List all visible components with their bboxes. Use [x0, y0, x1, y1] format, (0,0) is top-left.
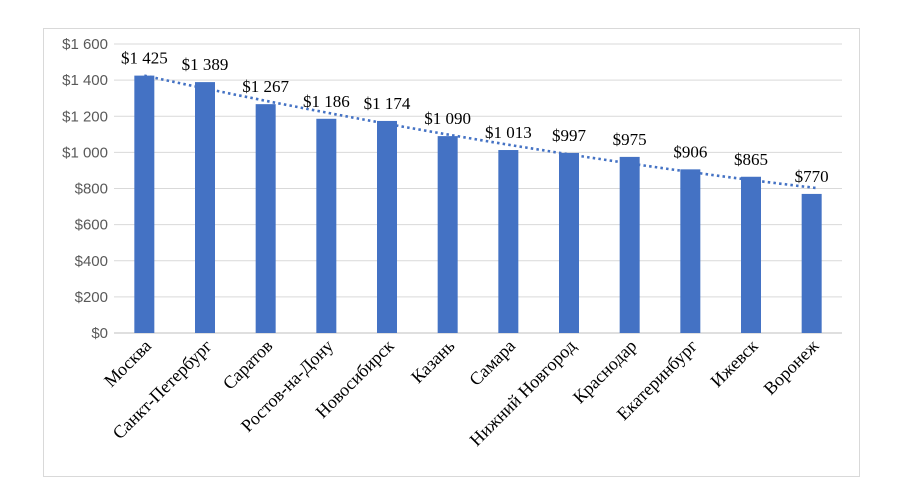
- bar: [559, 152, 579, 333]
- data-label: $1 090: [424, 109, 471, 128]
- category-label: Саратов: [219, 336, 277, 394]
- y-tick-label: $400: [75, 253, 108, 270]
- trendline-dotted: [144, 74, 818, 190]
- bar: [377, 120, 397, 333]
- bar: [195, 82, 215, 333]
- bar: [134, 75, 155, 333]
- bar: [255, 104, 276, 333]
- y-tick-label: $1 600: [62, 36, 108, 53]
- category-label: Воронеж: [760, 335, 823, 398]
- bar: [316, 118, 337, 333]
- data-label: $975: [613, 130, 647, 149]
- data-label: $770: [795, 167, 829, 186]
- bar: [741, 176, 761, 333]
- y-tick-label: $800: [75, 181, 108, 198]
- y-tick-label: $1 000: [62, 144, 108, 161]
- data-label: $1 174: [364, 94, 411, 113]
- bar: [498, 150, 519, 333]
- category-label: Самара: [465, 336, 519, 390]
- data-label: $1 425: [121, 49, 168, 68]
- bar: [437, 136, 458, 333]
- bar: [801, 193, 822, 333]
- chart-frame: $1 600 $1 400 $1 200 $1 000 $800 $600 $400 $200…: [43, 28, 860, 477]
- data-label: $1 389: [182, 55, 229, 74]
- category-label: Нижний Новгород: [466, 336, 580, 450]
- y-tick-label: $1 400: [62, 72, 108, 89]
- y-tick-label: $200: [75, 289, 108, 306]
- y-tick-label: $0: [91, 325, 108, 342]
- category-label: Ижевск: [706, 336, 762, 392]
- y-tick-label: $1 200: [62, 108, 108, 125]
- data-label: $997: [552, 126, 587, 145]
- data-label: $1 267: [242, 77, 289, 96]
- y-tick-label: $600: [75, 217, 108, 234]
- data-label: $906: [673, 142, 707, 161]
- data-label: $1 013: [485, 123, 532, 142]
- bar: [680, 169, 701, 333]
- category-label: Москва: [100, 336, 155, 391]
- data-label: $1 186: [303, 92, 350, 111]
- category-label: Казань: [407, 336, 458, 387]
- bar: [619, 156, 640, 333]
- data-label: $865: [734, 150, 768, 169]
- chart-svg: $1 600 $1 400 $1 200 $1 000 $800 $600 $400 $200…: [62, 36, 842, 450]
